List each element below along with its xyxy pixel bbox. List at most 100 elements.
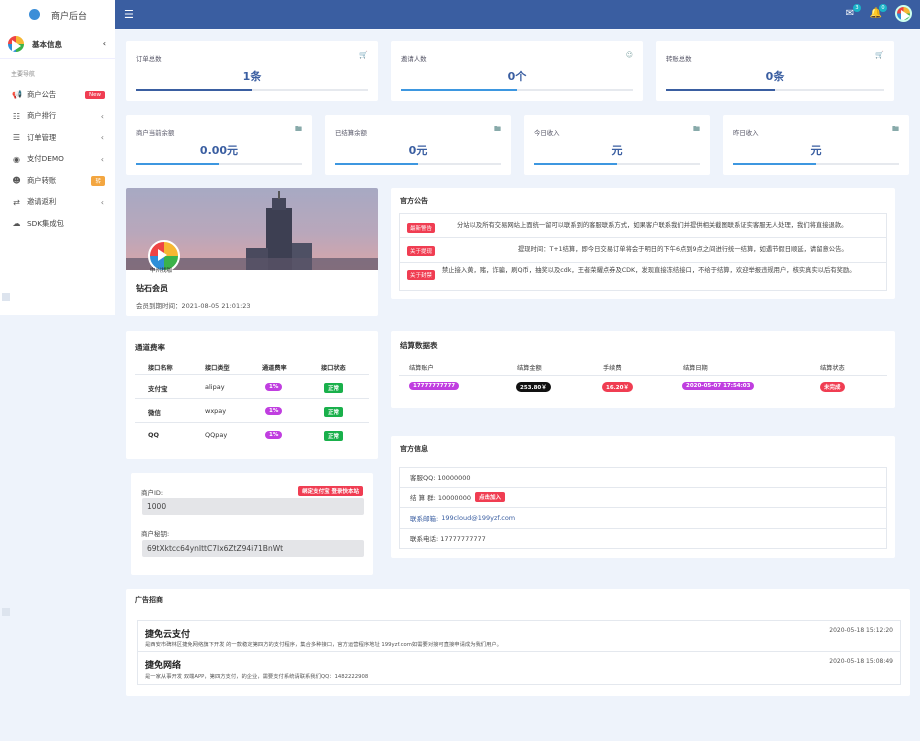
official-phone: 联系电话: 17777777777 xyxy=(399,528,887,549)
col-header: 接口状态 xyxy=(321,365,346,372)
settle-date: 2020-05-07 17:54:03 xyxy=(682,382,755,390)
bell-icon[interactable]: 🔔 0 xyxy=(869,3,887,21)
ads-title: 广告招商 xyxy=(135,596,163,604)
ad-title: 捷免网络 xyxy=(145,661,182,671)
sidebar-item-label: 订单管理 xyxy=(27,132,57,142)
sidebar-item-transfer[interactable]: ☻ 商户转账 转 xyxy=(0,170,115,192)
join-group-button[interactable]: 点击加入 xyxy=(474,492,505,503)
settlement-card: 结算数据表 结算账户 结算金额 手续费 结算日期 结算状态 1777777777… xyxy=(391,331,895,408)
merchant-key-field[interactable]: 69tXktcc64ynIttC7Ix6ZtZ94i71BnWt xyxy=(142,540,364,557)
transfer-badge: 转 xyxy=(91,175,105,186)
stat-value: 0条 xyxy=(765,70,785,83)
channel-card: 通道费率 接口名称 接口类型 通道费率 接口状态 支付宝 alipay 1% 正… xyxy=(126,331,378,459)
ad-desc: 是一家从事开发 双端APP，第四方支付，的企业，需要支付系统请联系我们QQ：14… xyxy=(145,674,369,680)
col-header: 结算日期 xyxy=(683,365,708,372)
stat-value: 元 xyxy=(611,144,623,157)
ad-title: 捷免云支付 xyxy=(145,630,191,640)
sidebar-item-ranking[interactable]: ☷ 商户排行 ‹ xyxy=(0,106,115,128)
stat-progress xyxy=(335,163,501,165)
email-link[interactable]: 199cloud@199yzf.com xyxy=(441,513,516,522)
list-icon: ☰ xyxy=(12,133,21,143)
channel-name: 微信 xyxy=(148,409,161,417)
merchant-id-field[interactable]: 1000 xyxy=(142,498,364,515)
col-header: 结算账户 xyxy=(409,365,434,372)
menu-toggle-icon[interactable]: ☰ xyxy=(124,8,134,21)
collapse-handle[interactable] xyxy=(2,608,10,616)
coin-icon: ◉ xyxy=(13,154,20,164)
stat-card-orders: 订单总数 🛒 1条 xyxy=(126,41,378,101)
settle-amount: 253.80￥ xyxy=(516,382,551,392)
stat-label: 已结算余额 xyxy=(335,129,367,137)
profile-badge-text: 中州找咖 xyxy=(150,268,173,274)
mail-icon[interactable]: ✉ 3 xyxy=(843,3,861,21)
cart-icon: 🛒 xyxy=(875,51,884,59)
ad-date: 2020-05-18 15:12:20 xyxy=(829,627,893,634)
announcement-text: 分站以及所有交易网站上面统一留可以联系到的客服联系方式，如果客户联系我们并提供相… xyxy=(457,222,848,229)
profile-card: 中州找咖 钻石会员 会员到期时间：2021-08-05 21:01:23 xyxy=(126,188,378,316)
chevron-left-icon: ‹ xyxy=(100,154,104,164)
collapse-handle[interactable] xyxy=(2,293,10,301)
channel-rate: 1% xyxy=(265,431,283,439)
stat-progress xyxy=(401,89,633,91)
stat-card-today: 今日收入 🖿 元 xyxy=(524,115,710,175)
brand-title: 商户后台 xyxy=(51,11,88,22)
col-header: 接口类型 xyxy=(205,365,230,372)
settlement-title: 结算数据表 xyxy=(400,341,438,350)
ad-item[interactable]: 捷免云支付 2020-05-18 15:12:20 是西安市碑林区捷免网络旗下开… xyxy=(137,620,901,652)
sidebar-item-label: 商户转账 xyxy=(27,175,57,185)
new-badge: New xyxy=(85,90,105,99)
stat-label: 邀请人数 xyxy=(401,55,427,63)
channel-type: wxpay xyxy=(205,407,227,415)
cloud-icon: ☁ xyxy=(12,219,21,229)
stat-card-invites: 邀请人数 ☺ 0个 xyxy=(391,41,643,101)
sidebar-item-orders[interactable]: ☰ 订单管理 ‹ xyxy=(0,127,115,149)
folder-icon: 🖿 xyxy=(892,125,899,133)
sidebar: 基本信息 ‹ 主要导航 📢 商户公告 New ☷ 商户排行 ‹ ☰ 订单管理 ‹ ◉ 支付DE… xyxy=(0,30,115,315)
sidebar-item-label: 商户公告 xyxy=(27,89,57,99)
mail-count-badge: 3 xyxy=(853,3,861,12)
folder-icon: 🖿 xyxy=(494,125,501,133)
stat-card-transfers: 转账总数 🛒 0条 xyxy=(656,41,894,101)
sidebar-user[interactable]: 基本信息 ‹ xyxy=(0,30,115,59)
merchant-card: 商户ID: 绑定支付宝 登录快本站 商户秘钥: xyxy=(131,473,373,575)
sidebar-item-sdk[interactable]: ☁ SDK集成包 xyxy=(0,213,115,235)
col-header: 接口名称 xyxy=(148,365,173,372)
stat-value: 0.00元 xyxy=(199,144,239,157)
chevron-left-icon: ‹ xyxy=(100,133,104,143)
stat-label: 商户当前余额 xyxy=(136,129,175,137)
sidebar-item-rebate[interactable]: ⇄ 邀请返利 ‹ xyxy=(0,192,115,214)
sidebar-item-label: 支付DEMO xyxy=(27,154,64,164)
stat-label: 昨日收入 xyxy=(733,129,759,137)
channel-status: 正常 xyxy=(324,431,344,441)
official-qq: 客服QQ: 10000000 xyxy=(399,467,887,488)
folder-icon: 🖿 xyxy=(295,125,302,133)
stat-progress xyxy=(733,163,899,165)
brand[interactable]: 商户后台 xyxy=(0,0,115,30)
channel-name: 支付宝 xyxy=(148,385,168,393)
sidebar-item-pay-demo[interactable]: ◉ 支付DEMO ‹ xyxy=(0,149,115,171)
ad-item[interactable]: 捷免网络 2020-05-18 15:08:49 是一家从事开发 双端APP，第… xyxy=(137,652,901,685)
header: ☰ ✉ 3 🔔 0 xyxy=(115,0,920,29)
official-group: 结 算 群: 10000000 点击加入 xyxy=(399,487,887,508)
announcement-card: 官方公告 最新警告 分站以及所有交易网站上面统一留可以联系到的客服联系方式，如果… xyxy=(391,188,895,299)
stat-progress xyxy=(666,89,884,91)
email-label: 联系邮箱: xyxy=(410,514,439,523)
profile-expire: 会员到期时间：2021-08-05 21:01:23 xyxy=(136,302,251,310)
stat-card-yesterday: 昨日收入 🖿 元 xyxy=(723,115,909,175)
sidebar-item-announcement[interactable]: 📢 商户公告 New xyxy=(0,84,115,106)
stat-progress xyxy=(136,163,302,165)
channel-status: 正常 xyxy=(324,383,344,393)
bell-count-badge: 0 xyxy=(879,3,887,12)
announcement-text: 提现时间：T+1结算，即今日交易订单将会于明日的下午6点到9点之间进行统一结算，… xyxy=(518,246,848,253)
official-phone-text: 联系电话: 17777777777 xyxy=(410,535,486,544)
stat-value: 0个 xyxy=(507,70,527,83)
chevron-left-icon: ‹ xyxy=(102,39,106,48)
official-email: 联系邮箱: 199cloud@199yzf.com xyxy=(399,508,887,529)
header-avatar[interactable] xyxy=(895,5,912,22)
table-header-row: 结算账户 结算金额 手续费 结算日期 结算状态 xyxy=(399,358,887,376)
channel-type: alipay xyxy=(205,383,225,391)
chevron-left-icon: ‹ xyxy=(100,111,104,121)
ad-desc: 是西安市碑林区捷免网络旗下开发 的一款稳定第四方的支付程序，集合多种接口，官方运… xyxy=(145,642,502,648)
official-group-text: 结 算 群: 10000000 xyxy=(410,494,471,503)
bind-alipay-button[interactable]: 绑定支付宝 登录快本站 xyxy=(298,486,363,496)
